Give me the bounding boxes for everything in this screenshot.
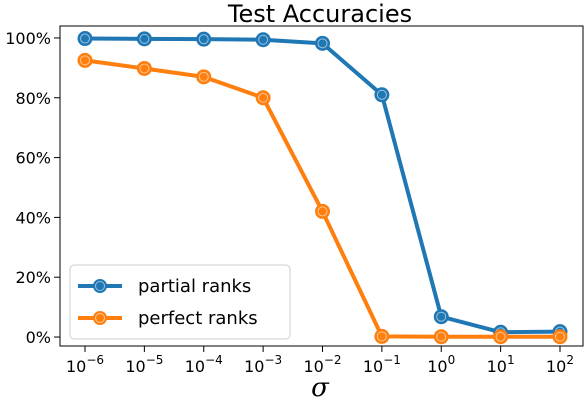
x-tick-exponent: −5 [146,353,164,367]
x-tick-base: 10 [487,357,507,376]
legend-label: partial ranks [138,276,251,297]
x-tick-exponent: −6 [86,353,104,367]
x-tick-label: 10−5 [125,353,163,376]
series-perfect-ranks [77,52,568,345]
data-point-ring [555,331,565,342]
data-point-ring [376,331,387,342]
x-tick-exponent: −4 [205,353,223,367]
series-layer [77,31,568,345]
x-tick-exponent: −2 [324,353,342,367]
x-tick-base: 10 [125,357,145,376]
x-tick-label: 10−3 [244,353,282,376]
chart-title: Test Accuracies [227,0,412,28]
y-tick-label: 60% [15,149,51,168]
x-tick-exponent: −1 [383,353,401,367]
x-axis-label: σ [311,373,330,400]
x-tick-base: 10 [244,357,264,376]
data-point-ring [198,34,209,45]
data-point-ring [198,71,209,82]
x-tick-label: 100 [427,353,455,376]
data-point-ring [317,38,328,49]
y-tick-label: 20% [15,268,51,287]
x-tick-exponent: −3 [264,353,282,367]
x-tick-exponent: 1 [507,353,515,367]
data-point-ring [495,331,506,342]
legend-marker-ring [95,313,105,323]
y-tick-label: 100% [5,29,51,48]
x-tick-base: 10 [546,357,566,376]
x-tick-exponent: 0 [448,353,456,367]
data-point-ring [376,89,387,100]
data-point-ring [258,34,269,45]
y-tick-label: 0% [26,328,51,347]
x-tick-base: 10 [363,357,383,376]
x-tick-base: 10 [185,357,205,376]
legend-label: perfect ranks [138,308,258,329]
legend: partial ranks perfect ranks [69,264,291,340]
data-point-ring [139,33,150,44]
x-axis: 10−6 10−5 10−4 10−3 10−2 10−1 100 101 102 [66,346,574,376]
x-tick-exponent: 2 [566,353,574,367]
plot-frame [59,25,584,347]
x-tick-label: 102 [546,353,574,376]
x-tick-label: 10−2 [303,353,341,376]
x-tick-base: 10 [66,357,86,376]
data-point-ring [139,63,150,74]
data-point-ring [80,33,90,44]
data-point-ring [317,206,328,217]
data-point-ring [436,311,447,322]
data-point-ring [436,331,447,342]
x-tick-label: 10−1 [363,353,401,376]
y-tick-label: 40% [15,208,51,227]
data-point-ring [80,55,90,66]
x-tick-label: 101 [487,353,515,376]
y-axis: 0% 20% 40% 60% 80% 100% [5,29,60,347]
data-point-ring [258,92,269,103]
x-tick-base: 10 [427,357,447,376]
x-tick-label: 10−6 [66,353,104,376]
legend-box [69,264,291,340]
y-tick-label: 80% [15,89,51,108]
x-tick-base: 10 [303,357,323,376]
x-tick-label: 10−4 [185,353,223,376]
legend-marker-ring [95,281,105,291]
